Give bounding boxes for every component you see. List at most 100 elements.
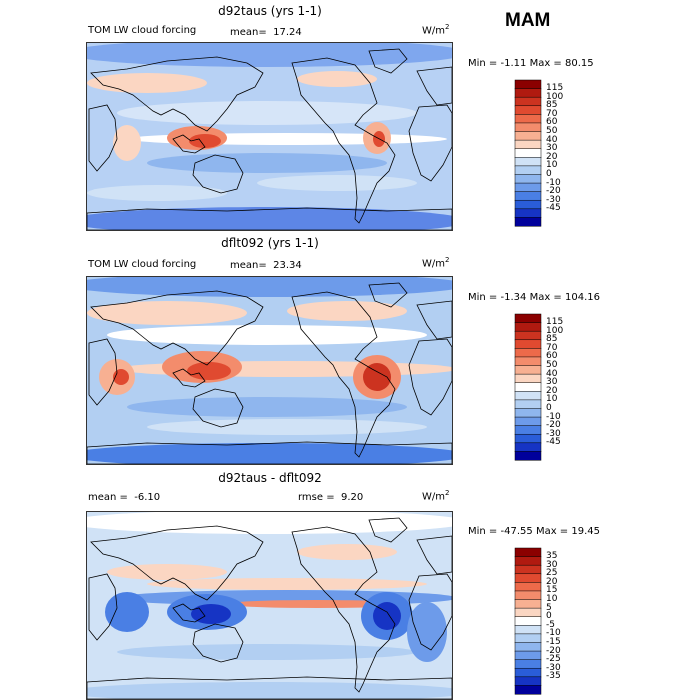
colorbar-tick-label: 30 <box>546 143 558 154</box>
colorbar-swatch <box>514 139 542 150</box>
colorbar-swatch <box>514 451 542 461</box>
colorbar-tick-label: 50 <box>546 126 558 137</box>
colorbar-swatch <box>514 667 542 678</box>
colorbar-swatch <box>514 433 542 444</box>
field-contour <box>227 600 407 608</box>
min-max-label: Min = -1.11 Max = 80.15 <box>468 58 594 69</box>
coastline <box>172 134 206 154</box>
colorbar-swatch <box>514 96 542 107</box>
colorbar-tick-label: -20 <box>546 186 561 197</box>
units-label: W/m2 <box>422 489 450 503</box>
coastline <box>192 388 244 428</box>
field-contour <box>105 592 149 632</box>
coastline <box>192 154 244 194</box>
field-contour <box>107 564 227 580</box>
field-contour <box>297 71 377 87</box>
field-contour <box>373 602 401 630</box>
coastline <box>88 338 118 406</box>
field-contour <box>87 682 452 699</box>
colorbar-tick-label: 70 <box>546 342 558 353</box>
field-contour <box>87 207 452 230</box>
field-contour <box>87 512 452 534</box>
colorbar-tick-label: 60 <box>546 351 558 362</box>
colorbar-tick-label: -10 <box>546 177 561 188</box>
colorbar-tick-label: 30 <box>546 559 558 570</box>
colorbar-swatch <box>514 642 542 652</box>
colorbar-tick-label: 35 <box>546 551 558 562</box>
colorbar-swatch <box>514 556 542 566</box>
field-contour <box>189 134 221 148</box>
colorbar-tick-label: 10 <box>546 160 558 171</box>
field-contour <box>363 363 391 391</box>
colorbar-tick-label: 0 <box>546 611 552 622</box>
colorbar-tick-label: -5 <box>546 619 555 630</box>
field-contour <box>87 73 207 93</box>
coastline <box>88 104 118 172</box>
colorbar-swatch <box>514 382 542 392</box>
colorbar-swatch <box>514 425 542 435</box>
colorbar-swatch <box>514 79 542 90</box>
colorbar-tick-label: 70 <box>546 108 558 119</box>
field-contour <box>287 301 407 321</box>
colorbar-swatch <box>514 131 542 141</box>
colorbar-tick-label: 20 <box>546 151 558 162</box>
colorbar-tick-label: 115 <box>546 83 564 94</box>
colorbar-swatch <box>514 391 542 401</box>
colorbar-tick-label: 0 <box>546 168 552 179</box>
colorbar-swatch <box>514 616 542 626</box>
coastline <box>192 623 244 663</box>
colorbar-tick-label: -30 <box>546 194 561 205</box>
field-contour <box>87 277 452 297</box>
colorbar-swatch <box>514 416 542 427</box>
mean-label: mean= 23.34 <box>230 260 302 271</box>
coastline <box>368 48 408 74</box>
colorbar-swatch <box>514 217 542 227</box>
field-contour <box>191 604 231 624</box>
colorbar-tick-label: 50 <box>546 360 558 371</box>
colorbar-tick-label: -10 <box>546 411 561 422</box>
colorbar-tick-label: 60 <box>546 117 558 128</box>
colorbar-swatch <box>514 685 542 695</box>
mean-label: mean= 17.24 <box>230 27 302 38</box>
coastline <box>87 207 452 230</box>
colorbar-swatch <box>514 599 542 609</box>
colorbar-tick-label: 40 <box>546 134 558 145</box>
colorbar-swatch <box>514 373 542 384</box>
colorbar-swatch <box>514 348 542 358</box>
colorbar-tick-label: -45 <box>546 437 561 448</box>
coastline <box>88 573 118 641</box>
units-label: W/m2 <box>422 23 450 37</box>
colorbar-swatch <box>514 114 542 124</box>
field-contour <box>113 125 141 161</box>
field-contour <box>107 325 427 345</box>
colorbar-swatch <box>514 633 542 644</box>
panel-title: d92taus - dflt092 <box>218 471 322 485</box>
coastline <box>87 441 452 464</box>
colorbar-swatch <box>514 165 542 176</box>
colorbar-tick-label: -25 <box>546 654 561 665</box>
rmse-label: rmse = 9.20 <box>298 492 364 503</box>
colorbar-tick-label: 15 <box>546 585 558 596</box>
coastline <box>90 56 264 132</box>
field-contour <box>87 443 452 464</box>
colorbar-tick-label: -20 <box>546 645 561 656</box>
field-contour <box>87 43 452 67</box>
colorbar-tick-label: 100 <box>546 91 564 102</box>
colorbar-swatch <box>514 182 542 193</box>
colorbar-tick-label: 25 <box>546 568 558 579</box>
colorbar-tick-label: 85 <box>546 100 558 111</box>
colorbar: 115 100 85 70 60 50 40 30 20 10 0 -10 -20 -30 -45 <box>514 313 594 461</box>
colorbar-tick-label: 10 <box>546 594 558 605</box>
colorbar-swatch <box>514 356 542 367</box>
field-label: TOM LW cloud forcing <box>88 25 197 36</box>
season-label: MAM <box>505 10 551 31</box>
colorbar-tick-label: 20 <box>546 385 558 396</box>
colorbar-tick-label: 0 <box>546 402 552 413</box>
coastline <box>291 291 396 458</box>
coastline <box>416 66 452 106</box>
colorbar-swatch <box>514 442 542 452</box>
colorbar-tick-label: 5 <box>546 602 552 613</box>
colorbar-tick-label: -30 <box>546 662 561 673</box>
colorbar-tick-label: 100 <box>546 325 564 336</box>
coastline <box>416 300 452 340</box>
